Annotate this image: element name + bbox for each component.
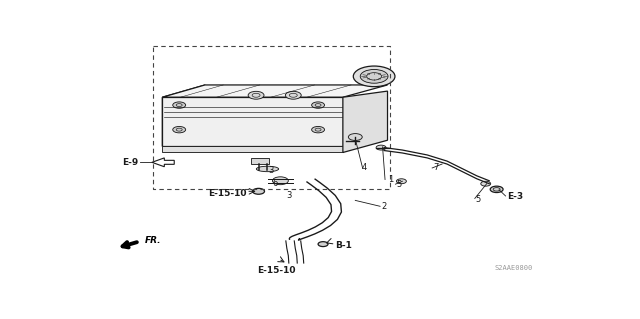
Text: 4: 4 [362,163,367,172]
Polygon shape [163,146,343,152]
Polygon shape [163,85,388,97]
Text: S2AAE0800: S2AAE0800 [495,265,533,271]
Circle shape [348,134,362,140]
Circle shape [253,188,264,194]
Circle shape [173,126,186,133]
Circle shape [285,91,301,99]
Text: 3: 3 [269,167,274,175]
Circle shape [360,70,388,83]
Text: 3: 3 [286,191,291,200]
Text: 6: 6 [272,179,277,188]
Circle shape [273,177,288,185]
Polygon shape [163,85,205,146]
Circle shape [248,91,264,99]
Circle shape [312,126,324,133]
Circle shape [318,242,328,247]
Circle shape [376,145,386,150]
Circle shape [396,179,406,184]
Polygon shape [152,158,174,167]
Text: E-15-10: E-15-10 [207,189,246,197]
Polygon shape [251,158,269,164]
Circle shape [490,186,503,193]
Ellipse shape [257,166,278,172]
Text: 5: 5 [476,195,481,204]
Text: 1: 1 [388,175,394,184]
Circle shape [312,102,324,108]
Circle shape [173,102,186,108]
Text: FR.: FR. [145,236,161,245]
Text: E-9: E-9 [122,158,138,167]
Polygon shape [343,91,388,152]
Circle shape [481,181,491,186]
Text: E-15-10: E-15-10 [257,266,295,275]
Circle shape [353,66,395,87]
Text: 5: 5 [396,180,402,189]
Text: E-3: E-3 [508,192,524,201]
Text: 2: 2 [381,202,387,211]
Text: 7: 7 [434,163,439,172]
Polygon shape [163,97,343,146]
Text: B-1: B-1 [335,241,352,250]
